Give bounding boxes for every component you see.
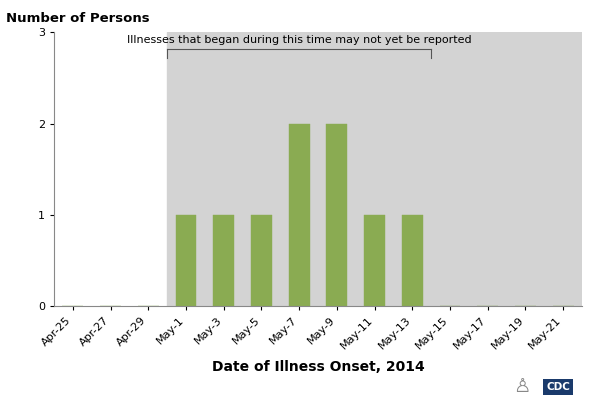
Text: Number of Persons: Number of Persons <box>6 12 149 25</box>
Bar <box>167 32 582 306</box>
X-axis label: Date of Illness Onset, 2014: Date of Illness Onset, 2014 <box>212 360 424 374</box>
Bar <box>402 215 422 306</box>
Bar <box>364 215 385 306</box>
Bar <box>289 124 310 306</box>
Text: CDC: CDC <box>546 382 570 392</box>
Text: ♙: ♙ <box>513 377 531 397</box>
Bar <box>251 215 272 306</box>
Text: Illnesses that began during this time may not yet be reported: Illnesses that began during this time ma… <box>127 35 472 45</box>
Bar <box>214 215 234 306</box>
Bar <box>176 215 196 306</box>
Bar <box>326 124 347 306</box>
